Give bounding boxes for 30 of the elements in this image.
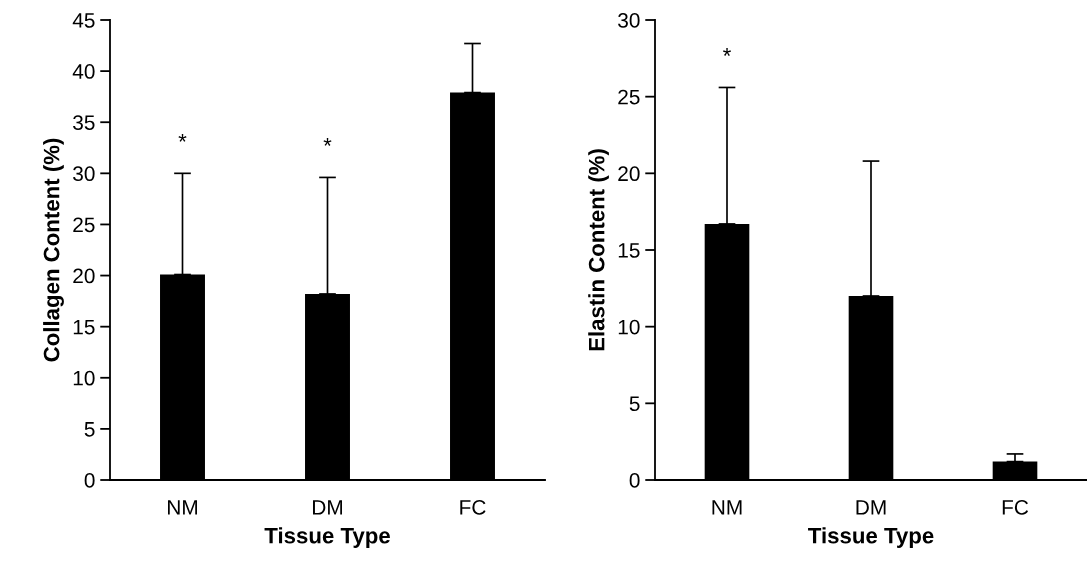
y-tick-label: 10 bbox=[618, 319, 640, 335]
y-tick-label: 25 bbox=[618, 89, 640, 105]
y-tick-label: 40 bbox=[72, 64, 95, 79]
y-tick-label: 15 bbox=[73, 319, 95, 335]
x-tick-label: DM bbox=[313, 500, 342, 515]
y-tick-label: 30 bbox=[618, 13, 640, 28]
x-tick-label: FC bbox=[460, 499, 486, 515]
y-tick-label: 45 bbox=[72, 13, 95, 28]
annotation: * bbox=[323, 138, 332, 146]
y-tick-label: 0 bbox=[84, 473, 95, 488]
y-tick-label: 5 bbox=[629, 396, 640, 412]
y-tick-label: 5 bbox=[84, 422, 95, 437]
x-axis-title: Tissue Type bbox=[264, 527, 390, 548]
annotation: * bbox=[178, 133, 187, 142]
y-tick-label: 15 bbox=[618, 243, 640, 258]
x-tick-label: DM bbox=[856, 500, 886, 515]
x-tick-label: NM bbox=[168, 500, 197, 515]
y-axis-title: Collagen Content (%) bbox=[43, 138, 64, 362]
x-tick-label: NM bbox=[712, 500, 742, 515]
x-tick-label: FC bbox=[1002, 499, 1029, 515]
y-tick-label: 20 bbox=[73, 268, 95, 284]
y-tick-label: 10 bbox=[73, 370, 95, 386]
y-tick-label: 25 bbox=[73, 217, 95, 233]
y-tick-label: 0 bbox=[629, 473, 640, 488]
y-axis-title: Elastin Content (%) bbox=[588, 149, 609, 351]
y-tick-label: 30 bbox=[73, 166, 95, 182]
y-tick-label: 35 bbox=[73, 115, 95, 130]
x-axis-title: Tissue Type bbox=[808, 527, 934, 548]
y-tick-label: 20 bbox=[618, 166, 640, 182]
annotation: * bbox=[723, 48, 731, 56]
